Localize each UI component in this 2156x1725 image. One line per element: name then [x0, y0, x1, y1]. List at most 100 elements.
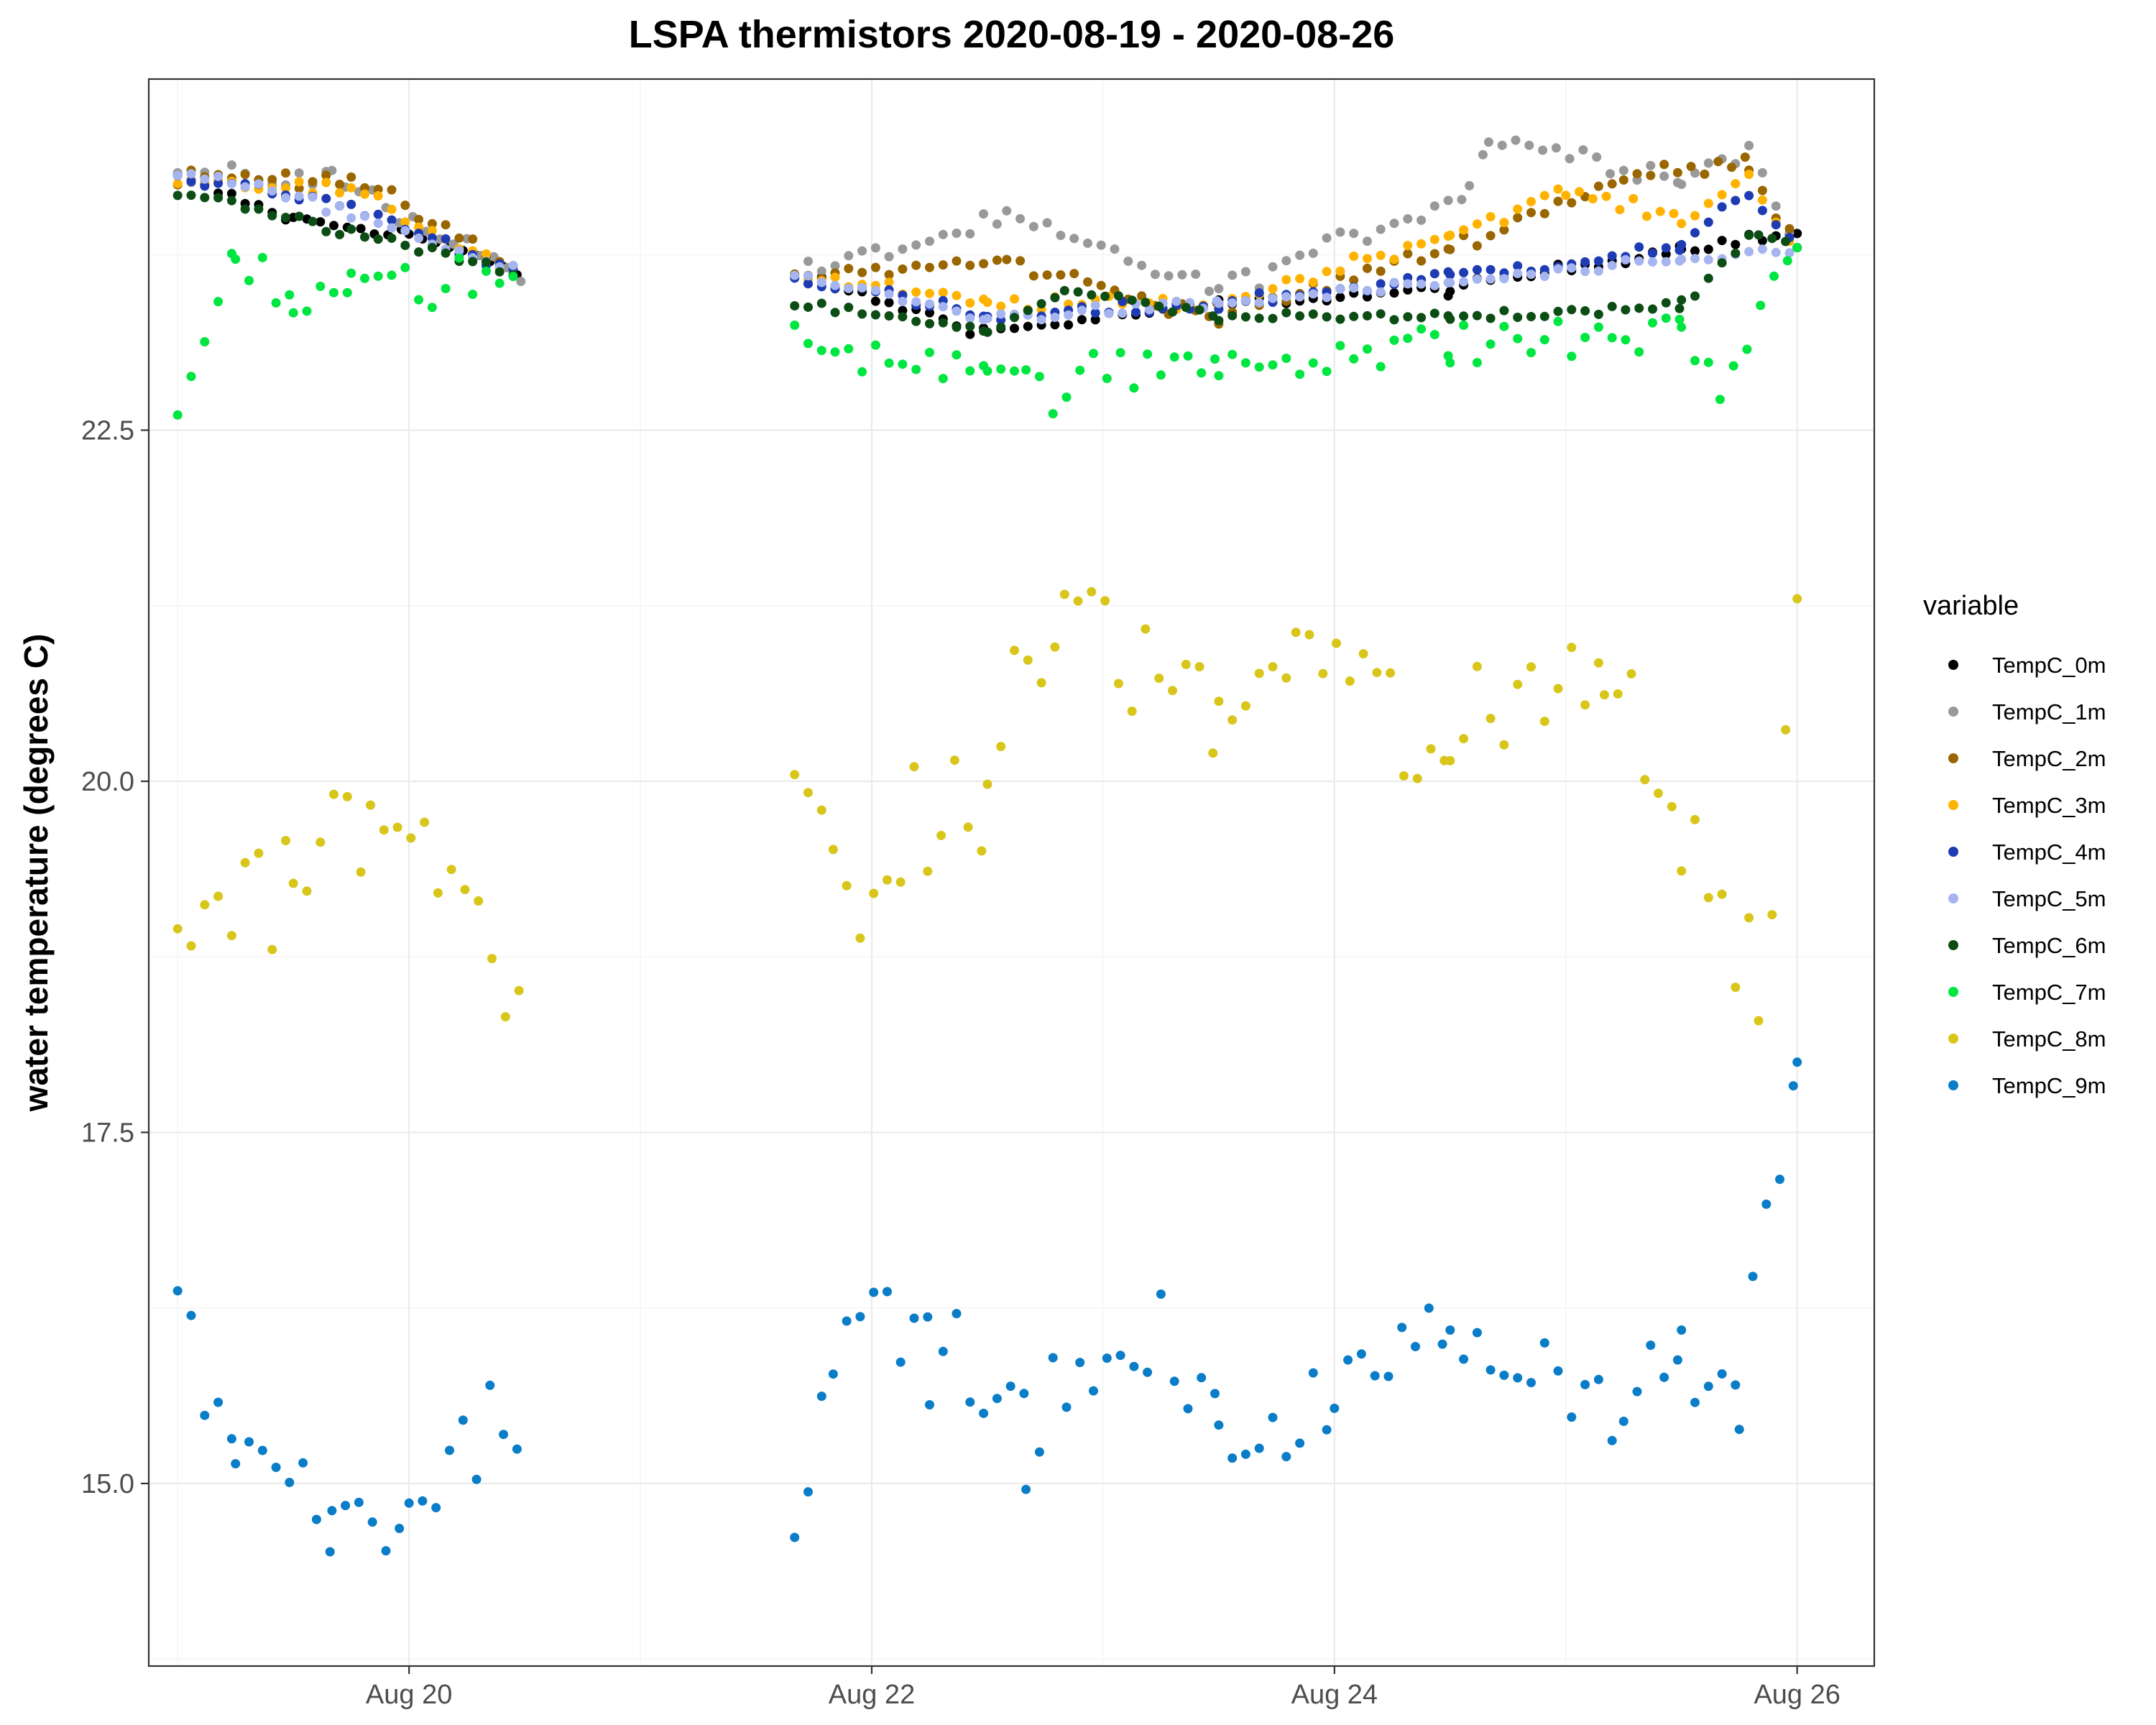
data-point	[200, 337, 210, 346]
data-point	[1443, 196, 1453, 206]
data-point	[308, 192, 318, 202]
data-point	[1416, 215, 1427, 225]
data-point	[387, 223, 397, 233]
data-point	[285, 290, 295, 300]
data-point	[441, 248, 451, 258]
data-point	[1281, 308, 1291, 318]
data-point	[1376, 250, 1386, 260]
data-point	[870, 310, 880, 320]
data-point	[1580, 267, 1590, 277]
data-point	[1511, 135, 1521, 145]
data-point	[1761, 1199, 1772, 1209]
data-point	[1073, 596, 1083, 606]
data-point	[200, 900, 210, 910]
legend-item-TempC_4m[interactable]: TempC_4m	[1948, 840, 2106, 865]
data-point	[1580, 306, 1590, 316]
data-point	[1717, 236, 1727, 246]
data-point	[1457, 195, 1467, 205]
data-point	[213, 1397, 224, 1407]
data-point	[1131, 307, 1141, 317]
data-point	[1748, 1271, 1758, 1282]
data-point	[1485, 231, 1496, 241]
data-point	[1654, 788, 1663, 799]
x-tick-label: Aug 22	[829, 1680, 915, 1710]
data-point	[387, 215, 397, 225]
data-point	[1606, 169, 1615, 179]
legend-item-TempC_7m[interactable]: TempC_7m	[1948, 980, 2106, 1005]
legend[interactable]: variable TempC_0m TempC_1m TempC_2m TempC_3…	[1923, 591, 2106, 1098]
data-point	[1499, 1370, 1509, 1380]
data-point	[445, 1445, 454, 1455]
data-point	[1524, 140, 1534, 150]
data-point	[870, 243, 880, 253]
data-point	[1322, 267, 1332, 277]
legend-key	[1948, 987, 1958, 997]
data-point	[354, 1497, 364, 1507]
data-point	[1713, 157, 1723, 167]
data-point	[938, 302, 948, 312]
data-point	[1268, 662, 1278, 672]
data-point	[414, 295, 424, 305]
legend-item-TempC_0m[interactable]: TempC_0m	[1948, 653, 2106, 678]
legend-item-TempC_9m[interactable]: TempC_9m	[1948, 1073, 2106, 1098]
legend-item-TempC_5m[interactable]: TempC_5m	[1948, 886, 2106, 911]
data-point	[468, 257, 478, 267]
data-point	[1389, 277, 1399, 288]
data-point	[1690, 814, 1700, 824]
data-point	[923, 1312, 933, 1322]
data-point	[1123, 256, 1133, 266]
data-point	[1782, 256, 1792, 266]
data-point	[1690, 246, 1700, 256]
data-point	[1634, 347, 1644, 357]
data-point	[1129, 1361, 1139, 1371]
data-point	[1459, 277, 1469, 287]
grid-lines	[149, 79, 1874, 1666]
data-point	[1308, 248, 1318, 258]
data-point	[1168, 307, 1177, 317]
data-point	[1445, 1325, 1455, 1335]
data-point	[1322, 367, 1332, 377]
data-point	[1539, 208, 1549, 218]
data-point	[1254, 1443, 1264, 1453]
data-point	[1593, 1374, 1603, 1384]
data-point	[1526, 197, 1536, 206]
data-point	[1754, 1016, 1764, 1026]
legend-item-TempC_3m[interactable]: TempC_3m	[1948, 793, 2106, 818]
data-point	[1143, 1367, 1153, 1377]
legend-item-TempC_1m[interactable]: TempC_1m	[1948, 699, 2106, 724]
data-point	[1424, 1303, 1434, 1313]
data-point	[1389, 218, 1399, 229]
data-point	[1731, 239, 1741, 249]
data-point	[379, 825, 389, 835]
legend-item-TempC_8m[interactable]: TempC_8m	[1948, 1026, 2106, 1052]
data-point	[366, 800, 375, 810]
data-point	[1015, 256, 1026, 266]
data-point	[1194, 662, 1204, 672]
data-point	[1204, 286, 1214, 296]
data-point	[420, 817, 430, 827]
data-point	[1445, 270, 1455, 280]
data-point	[1015, 213, 1026, 224]
data-point	[1459, 311, 1469, 321]
legend-item-TempC_2m[interactable]: TempC_2m	[1948, 746, 2106, 771]
data-point	[1429, 308, 1439, 318]
data-point	[952, 1309, 962, 1319]
data-point	[1363, 236, 1372, 247]
data-point	[1607, 301, 1617, 311]
data-point	[1069, 234, 1079, 244]
data-point	[996, 742, 1006, 752]
legend-key	[1948, 847, 1958, 857]
data-point	[1539, 272, 1549, 281]
data-point	[1083, 277, 1092, 287]
legend-item-TempC_6m[interactable]: TempC_6m	[1948, 933, 2106, 958]
data-point	[1183, 1404, 1193, 1414]
data-point	[213, 297, 224, 307]
data-point	[400, 240, 410, 250]
data-point	[1672, 167, 1682, 178]
legend-label: TempC_1m	[1992, 699, 2106, 724]
data-point	[857, 267, 867, 277]
data-point	[1553, 306, 1563, 316]
data-point	[1034, 1447, 1044, 1457]
series-TempC_7m	[172, 243, 1802, 420]
data-point	[1403, 249, 1413, 259]
